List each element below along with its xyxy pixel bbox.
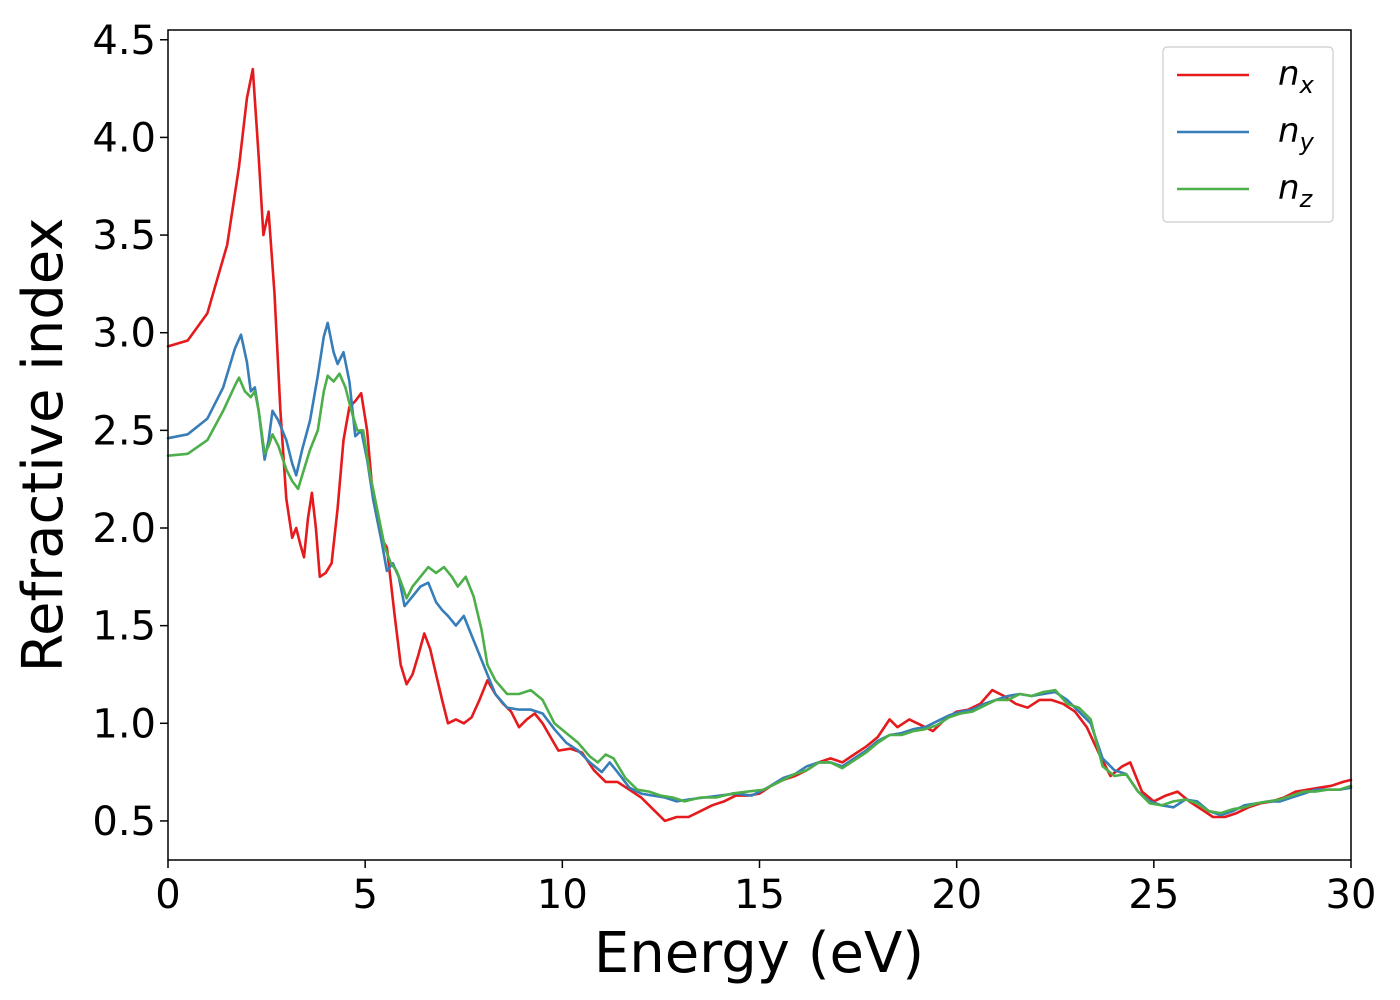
legend-box	[1162, 46, 1334, 223]
x-tick-label: 25	[1128, 872, 1179, 918]
x-axis-label: Energy (eV)	[594, 921, 924, 986]
y-tick-label: 2.0	[92, 506, 156, 552]
legend-entries: nx ny nz	[1177, 54, 1315, 213]
series-line-n-z	[166, 372, 1353, 815]
y-tick-label: 4.0	[92, 115, 156, 161]
x-tick-label: 30	[1326, 872, 1377, 918]
y-tick-label: 1.5	[92, 604, 156, 650]
legend-label-n-y: ny	[1278, 111, 1315, 156]
series-line-n-y	[166, 321, 1353, 817]
legend-label-n-z: nz	[1278, 168, 1314, 213]
y-axis-ticks: 0.5 1.0 1.5 2.0 2.5 3.0 3.5 4.0 4.5	[92, 18, 168, 845]
x-tick-label: 20	[931, 872, 982, 918]
y-axis-label: Refractive index	[11, 218, 76, 673]
plot-lines	[166, 67, 1353, 823]
legend: nx ny nz	[1162, 46, 1334, 223]
y-tick-label: 0.5	[92, 799, 156, 845]
x-tick-label: 0	[155, 872, 180, 918]
x-tick-label: 15	[734, 872, 785, 918]
x-axis-ticks: 0 5 10 15 20 25 30	[155, 860, 1376, 918]
y-tick-label: 1.0	[92, 701, 156, 747]
x-tick-label: 5	[352, 872, 377, 918]
y-tick-label: 3.0	[92, 311, 156, 357]
y-tick-label: 3.5	[92, 213, 156, 259]
x-tick-label: 10	[537, 872, 588, 918]
y-tick-label: 2.5	[92, 408, 156, 454]
y-tick-label: 4.5	[92, 18, 156, 64]
legend-label-n-x: nx	[1278, 54, 1315, 99]
